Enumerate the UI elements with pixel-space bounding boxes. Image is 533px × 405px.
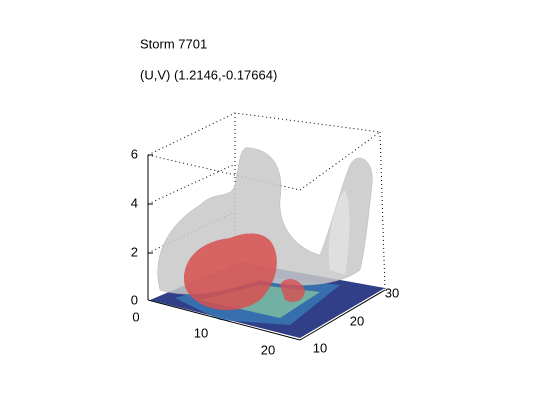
z-tick-label: 0	[131, 292, 138, 307]
axes-lines	[147, 154, 386, 341]
x-tick-label: 0	[132, 309, 139, 324]
x-tick-label: 20	[261, 342, 275, 357]
box-edge	[299, 131, 381, 191]
y-tick-label: 30	[385, 285, 399, 300]
x-tick-label: 10	[194, 325, 208, 340]
title: Storm 7701	[140, 36, 207, 51]
x-axis	[147, 299, 301, 341]
y-tick-label: 20	[350, 313, 364, 328]
z-tick-label: 6	[131, 146, 138, 161]
subtitle: (U,V) (1.2146,-0.17664)	[140, 67, 277, 82]
z-tick-label: 4	[131, 195, 138, 210]
z-tick-label: 2	[131, 244, 138, 259]
y-tick-label: 10	[313, 340, 327, 355]
y-axis	[299, 289, 386, 341]
isosurface-red	[183, 233, 305, 311]
